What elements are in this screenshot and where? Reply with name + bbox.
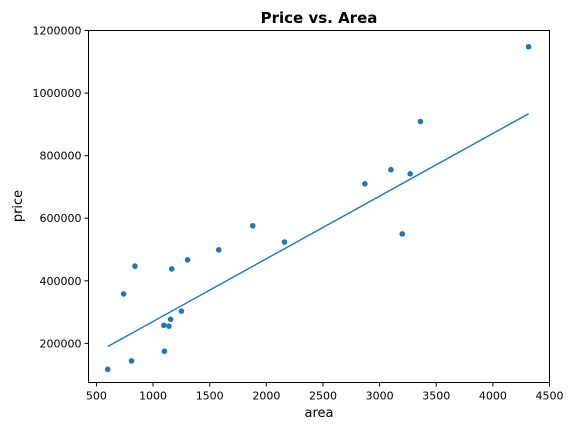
scatter-point-8	[168, 266, 175, 272]
x-tick-label-5: 3000	[366, 390, 394, 403]
scatter-point-5	[161, 348, 168, 355]
scatter-point-3	[132, 263, 138, 269]
y-axis: 200000 400000 600000 800000 1000000 1200000	[33, 25, 89, 350]
y-tick-label-3: 800000	[40, 150, 82, 163]
y-tick-label-5: 1200000	[33, 25, 82, 38]
scatter-point-13	[281, 239, 288, 245]
x-axis-label: area	[305, 406, 334, 421]
y-tick-label-1: 400000	[40, 275, 82, 288]
x-axis: 500 1000 1500 2000 2500 3000 3500 4000 4500	[86, 382, 564, 403]
scatter-point-6	[166, 323, 172, 329]
x-tick-label-3: 2000	[252, 390, 280, 403]
scatter-point-16	[399, 231, 406, 237]
y-axis-label: price	[11, 190, 26, 222]
scatter-point-1	[120, 291, 127, 297]
x-tick-label-2: 1500	[196, 390, 224, 403]
scatter-point-4	[161, 322, 167, 329]
scatter-point-10	[184, 257, 191, 263]
scatter-point-19	[525, 43, 532, 50]
scatter-point-14	[362, 181, 368, 187]
scatter-point-18	[417, 118, 424, 125]
scatter-point-7	[167, 316, 174, 323]
scatter-point-15	[388, 166, 394, 173]
x-tick-label-7: 4000	[479, 390, 507, 403]
scatter-point-12	[249, 222, 256, 229]
y-tick-label-0: 200000	[40, 337, 82, 350]
plot-frame	[88, 30, 550, 383]
chart-title: Price vs. Area	[261, 9, 378, 27]
x-tick-label-1: 1000	[139, 390, 167, 403]
x-tick-label-0: 500	[86, 390, 107, 403]
x-tick-label-6: 3500	[422, 390, 450, 403]
regression-line	[107, 113, 529, 348]
scatter-point-17	[407, 171, 413, 177]
y-tick-label-2: 600000	[40, 212, 82, 225]
plot-area	[104, 43, 532, 373]
x-tick-label-8: 4500	[536, 390, 564, 403]
x-tick-label-4: 2500	[309, 390, 337, 403]
y-tick-label-4: 1000000	[33, 87, 82, 100]
scatter-point-11	[215, 247, 222, 253]
scatter-point-9	[178, 308, 185, 314]
scatter-point-2	[128, 358, 135, 364]
scatter-point-0	[104, 366, 111, 373]
